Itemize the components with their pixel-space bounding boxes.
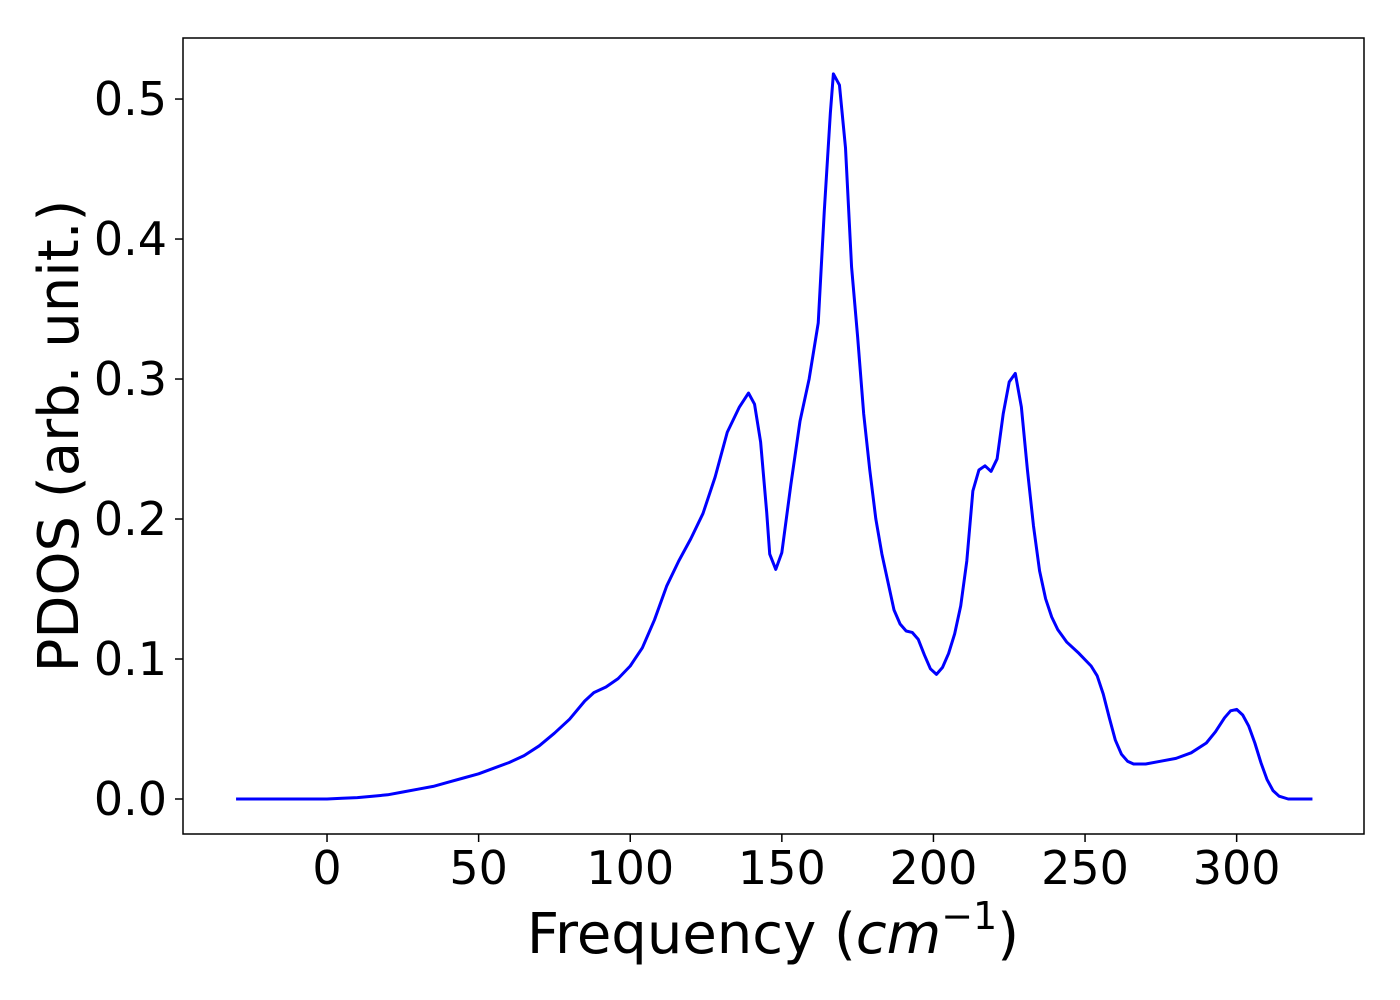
y-tick-label: 0.0	[94, 772, 167, 826]
data-line	[236, 72, 1313, 801]
x-label-part: cm	[856, 902, 941, 967]
y-tick-label: 0.1	[94, 632, 167, 686]
x-label-part: Frequency (	[527, 902, 856, 967]
y-tick-label: 0.5	[94, 72, 167, 126]
y-tick-label: 0.4	[94, 212, 167, 266]
x-tick-label: 250	[1041, 841, 1129, 895]
y-tick-label: 0.2	[94, 492, 167, 546]
plot-frame	[182, 37, 1365, 835]
x-tick-label: 50	[449, 841, 508, 895]
x-tick-label: 0	[312, 841, 341, 895]
x-tick-label: 300	[1193, 841, 1281, 895]
x-tick-label: 100	[586, 841, 674, 895]
x-tick-label: 150	[738, 841, 826, 895]
x-label-part: −1	[941, 894, 997, 938]
x-tick-label: 200	[890, 841, 978, 895]
y-tick-label: 0.3	[94, 352, 167, 406]
y-axis-label: PDOS (arb. unit.)	[27, 200, 92, 673]
x-label-part: )	[997, 902, 1019, 967]
x-axis-label: Frequency (cm−1)	[527, 894, 1019, 967]
